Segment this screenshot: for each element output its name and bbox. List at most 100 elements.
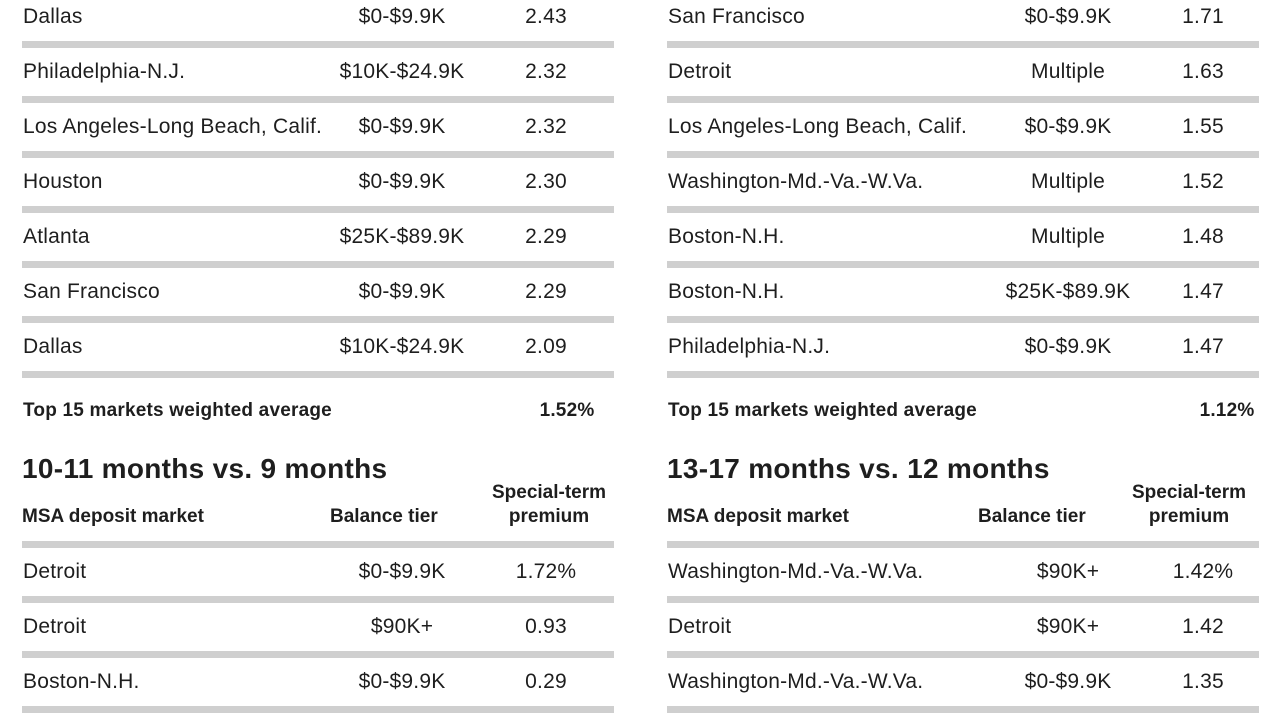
table-row: San Francisco $0-$9.9K 1.71	[667, 0, 1259, 48]
table-row: Detroit $90K+ 0.93	[22, 603, 614, 658]
table-row: Los Angeles-Long Beach, Calif. $0-$9.9K 2.…	[22, 103, 614, 158]
table-row: Boston-N.H. $25K-$89.9K 1.47	[667, 268, 1259, 323]
market-cell: San Francisco	[23, 280, 160, 303]
table-row: Boston-N.H. Multiple 1.48	[667, 213, 1259, 268]
tier-cell: $0-$9.9K	[1024, 335, 1112, 358]
market-cell: Detroit	[23, 560, 87, 583]
tier-cell: Multiple	[1031, 225, 1105, 248]
weighted-average-label: Top 15 markets weighted average	[668, 400, 977, 421]
market-cell: Philadelphia-N.J.	[668, 335, 831, 358]
value-cell: 1.42	[1182, 615, 1224, 638]
value-cell: 2.43	[525, 5, 567, 28]
column-header-premium: Special-term premium	[479, 481, 619, 529]
row-divider	[22, 41, 614, 48]
value-cell: 2.29	[525, 225, 567, 248]
tier-cell: $90K+	[1036, 560, 1100, 583]
market-cell: Atlanta	[23, 225, 90, 248]
value-cell: 1.47	[1182, 335, 1224, 358]
weighted-average-row: Top 15 markets weighted average 1.52%	[22, 397, 614, 437]
tier-cell: $25K-$89.9K	[1005, 280, 1131, 303]
tier-cell: $0-$9.9K	[1024, 670, 1112, 693]
section-title: 10-11 months vs. 9 months	[22, 453, 388, 484]
market-cell: Dallas	[23, 5, 83, 28]
column-header-market: MSA deposit market	[667, 506, 849, 527]
market-cell: Philadelphia-N.J.	[23, 60, 186, 83]
market-cell: Washington-Md.-Va.-W.Va.	[668, 170, 924, 193]
table-row: Houston $0-$9.9K 2.30	[22, 158, 614, 213]
tier-cell: $10K-$24.9K	[339, 60, 465, 83]
row-divider	[667, 596, 1259, 603]
market-cell: Detroit	[668, 60, 732, 83]
value-cell: 0.29	[525, 670, 567, 693]
value-cell: 1.71	[1182, 5, 1224, 28]
value-cell: 1.55	[1182, 115, 1224, 138]
market-cell: Detroit	[668, 615, 732, 638]
market-cell: San Francisco	[668, 5, 805, 28]
row-divider	[667, 316, 1259, 323]
column-header-premium: Special-term premium	[1119, 481, 1259, 529]
column-header-tier: Balance tier	[978, 506, 1086, 527]
value-cell: 1.63	[1182, 60, 1224, 83]
table-row: Washington-Md.-Va.-W.Va. $0-$9.9K 1.35	[667, 658, 1259, 713]
table-row: Detroit $0-$9.9K 1.72%	[22, 548, 614, 603]
row-divider	[667, 651, 1259, 658]
column-header-market: MSA deposit market	[22, 506, 204, 527]
value-cell: 1.47	[1182, 280, 1224, 303]
header-divider	[22, 541, 614, 548]
right-table-panel: San Francisco $0-$9.9K 1.71 Detroit Multipl…	[667, 0, 1259, 720]
table-row: Detroit Multiple 1.63	[667, 48, 1259, 103]
tier-cell: $90K+	[1036, 615, 1100, 638]
row-divider	[667, 261, 1259, 268]
weighted-average-row: Top 15 markets weighted average 1.12%	[667, 397, 1259, 437]
weighted-average-value: 1.12%	[1199, 400, 1255, 421]
market-cell: Boston-N.H.	[23, 670, 140, 693]
market-cell: Dallas	[23, 335, 83, 358]
row-divider	[22, 151, 614, 158]
weighted-average-label: Top 15 markets weighted average	[23, 400, 332, 421]
table-row: Los Angeles-Long Beach, Calif. $0-$9.9K 1.…	[667, 103, 1259, 158]
row-divider	[22, 261, 614, 268]
row-divider	[667, 206, 1259, 213]
column-header-premium-line2: premium	[508, 506, 590, 527]
table-row: Dallas $10K-$24.9K 2.09	[22, 323, 614, 378]
market-cell: Boston-N.H.	[668, 225, 785, 248]
table-row: Washington-Md.-Va.-W.Va. $90K+ 1.42%	[667, 548, 1259, 603]
market-cell: Detroit	[23, 615, 87, 638]
header-divider	[667, 541, 1259, 548]
row-divider	[667, 151, 1259, 158]
value-cell: 2.09	[525, 335, 567, 358]
table-row: Philadelphia-N.J. $10K-$24.9K 2.32	[22, 48, 614, 103]
tier-cell: $0-$9.9K	[358, 170, 446, 193]
table-row: Washington-Md.-Va.-W.Va. Multiple 1.52	[667, 158, 1259, 213]
value-cell: 2.30	[525, 170, 567, 193]
tier-cell: Multiple	[1031, 170, 1105, 193]
table-row: Atlanta $25K-$89.9K 2.29	[22, 213, 614, 268]
row-divider	[667, 41, 1259, 48]
tier-cell: $0-$9.9K	[1024, 5, 1112, 28]
value-cell: 2.32	[525, 60, 567, 83]
value-cell: 2.29	[525, 280, 567, 303]
market-cell: Los Angeles-Long Beach, Calif.	[668, 115, 968, 138]
tier-cell: $0-$9.9K	[358, 5, 446, 28]
row-divider	[22, 96, 614, 103]
row-divider	[22, 206, 614, 213]
section-title: 13-17 months vs. 12 months	[667, 453, 1050, 484]
market-cell: Washington-Md.-Va.-W.Va.	[668, 670, 924, 693]
tier-cell: $90K+	[370, 615, 434, 638]
left-table-panel: Dallas $0-$9.9K 2.43 Philadelphia-N.J. $10K…	[22, 0, 614, 720]
value-cell: 1.52	[1182, 170, 1224, 193]
row-divider	[22, 596, 614, 603]
tier-cell: $0-$9.9K	[358, 670, 446, 693]
market-cell: Houston	[23, 170, 103, 193]
market-cell: Washington-Md.-Va.-W.Va.	[668, 560, 924, 583]
column-header-premium-line1: Special-term	[1131, 482, 1247, 503]
row-divider	[667, 371, 1259, 378]
tier-cell: Multiple	[1031, 60, 1105, 83]
weighted-average-value: 1.52%	[539, 400, 595, 421]
column-header-premium-line1: Special-term	[491, 482, 607, 503]
row-divider	[667, 96, 1259, 103]
market-cell: Los Angeles-Long Beach, Calif.	[23, 115, 323, 138]
tier-cell: $0-$9.9K	[1024, 115, 1112, 138]
table-row: Dallas $0-$9.9K 2.43	[22, 0, 614, 48]
row-divider	[22, 371, 614, 378]
